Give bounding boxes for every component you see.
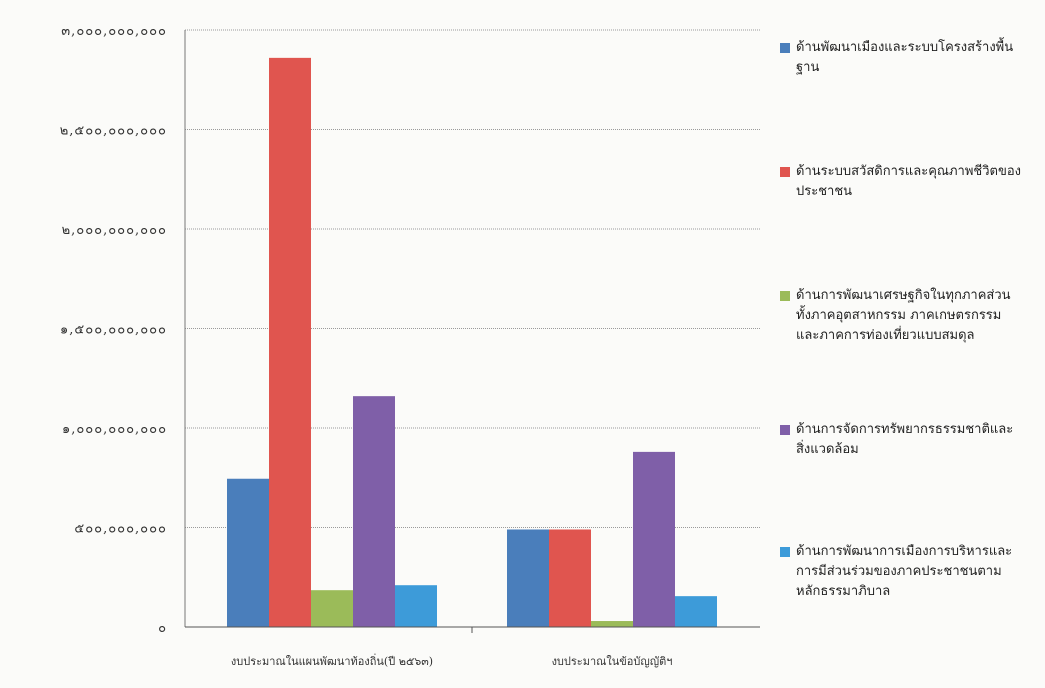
legend-swatch-environment bbox=[780, 425, 790, 435]
legend-swatch-economy bbox=[780, 291, 790, 301]
legend-swatch-governance bbox=[780, 547, 790, 557]
bar-infrastructure-0 bbox=[227, 478, 269, 627]
bar-governance-0 bbox=[395, 585, 437, 627]
legend-label-welfare: ด้านระบบสวัสดิการและคุณภาพชีวิตของประชาช… bbox=[796, 164, 1021, 199]
legend-label-infrastructure: ด้านพัฒนาเมืองและระบบโครงสร้างพื้นฐาน bbox=[796, 40, 1014, 75]
y-tick-label: ๓,๐๐๐,๐๐๐,๐๐๐ bbox=[61, 24, 167, 39]
bar-welfare-0 bbox=[269, 57, 311, 628]
bar-environment-1 bbox=[633, 451, 675, 627]
y-tick-label: ๑,๐๐๐,๐๐๐,๐๐๐ bbox=[62, 422, 167, 437]
legend-label-economy: ด้านการพัฒนาเศรษฐกิจในทุกภาคส่วน ทั้งภาค… bbox=[796, 288, 1011, 343]
bar-environment-0 bbox=[353, 396, 395, 627]
bar-economy-0 bbox=[311, 590, 353, 627]
bars-layer bbox=[227, 57, 717, 628]
x-tick-label: งบประมาณในแผนพัฒนาท้องถิ่น(ปี ๒๕๖๓) bbox=[231, 653, 433, 668]
legend-label-governance: ด้านการพัฒนาการเมืองการบริหารและการมีส่ว… bbox=[796, 544, 1013, 599]
y-tick-label: ๒,๕๐๐,๐๐๐,๐๐๐ bbox=[60, 124, 167, 139]
y-tick-label: ๑,๕๐๐,๐๐๐,๐๐๐ bbox=[60, 323, 167, 338]
y-tick-label: ๐ bbox=[158, 621, 167, 636]
legend-label-environment: ด้านการจัดการทรัพยากรธรรมชาติและสิ่งแวดล… bbox=[796, 422, 1014, 457]
bar-governance-1 bbox=[675, 596, 717, 627]
bar-welfare-1 bbox=[549, 529, 591, 627]
y-tick-label: ๕๐๐,๐๐๐,๐๐๐ bbox=[74, 522, 167, 537]
y-tick-label: ๒,๐๐๐,๐๐๐,๐๐๐ bbox=[62, 223, 167, 238]
bar-economy-1 bbox=[591, 621, 633, 627]
bar-infrastructure-1 bbox=[507, 529, 549, 627]
x-tick-label: งบประมาณในข้อบัญญัติฯ bbox=[552, 655, 673, 668]
legend-swatch-welfare bbox=[780, 167, 790, 177]
axis-layer: ๐ ๕๐๐,๐๐๐,๐๐๐ ๑,๐๐๐,๐๐๐,๐๐๐ ๑,๕๐๐,๐๐๐,๐๐๐ ๒,… bbox=[60, 24, 760, 668]
legend-swatch-infrastructure bbox=[780, 43, 790, 53]
